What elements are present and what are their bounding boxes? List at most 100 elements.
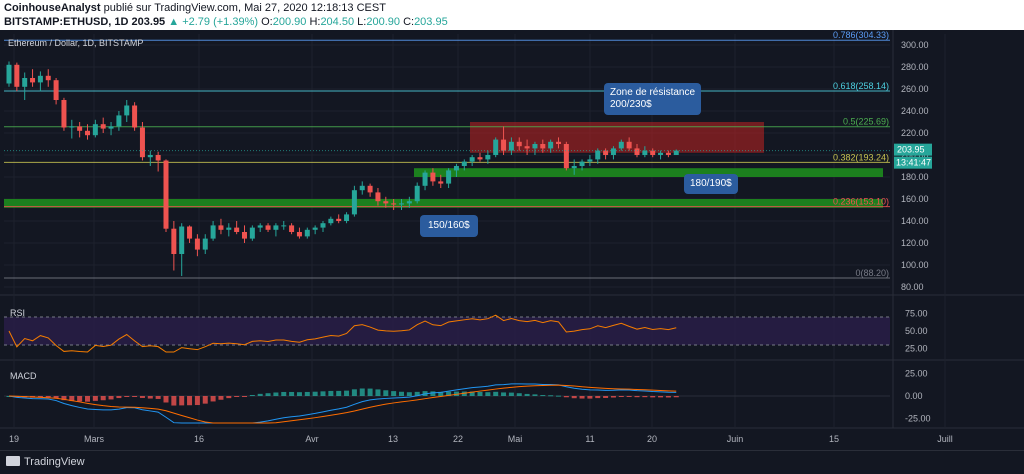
candle-body[interactable] [595,150,601,160]
candle-body[interactable] [618,141,624,149]
candle-body[interactable] [344,214,350,221]
candle-body[interactable] [414,185,420,202]
macd-pane[interactable]: 25.00 0.00 -25.00 [4,369,931,424]
candle-body[interactable] [446,170,452,184]
symbol-name: BITSTAMP:ETHUSD, 1D [4,16,129,28]
candle-body[interactable] [265,225,271,230]
axes-layer[interactable]: 300.00 280.00 260.00 240.00 220.00 20 0.00 180.… [9,40,953,444]
candle-body[interactable] [312,227,318,230]
candle-body[interactable] [375,192,381,202]
candle-body[interactable] [139,127,145,158]
candle-body[interactable] [14,64,20,87]
chart-area[interactable]: 0.786(304.33) 0.618(258.14) 0.5(225.69) 0.3… [0,30,1024,450]
candle-body[interactable] [281,225,287,227]
candle-body[interactable] [328,218,334,224]
candle-body[interactable] [422,172,428,186]
macd-histogram-bar [163,396,169,403]
candle-body[interactable] [234,227,240,232]
candle-body[interactable] [642,150,648,155]
candle-body[interactable] [391,203,397,205]
candle-body[interactable] [132,105,138,128]
candle-body[interactable] [524,146,530,149]
candle-body[interactable] [532,144,538,149]
candle-body[interactable] [147,155,153,158]
rsi-pane[interactable]: 75.00 50.00 25.00 [4,309,928,354]
candle-body[interactable] [194,238,200,250]
candle-body[interactable] [53,80,59,100]
candle-body[interactable] [45,75,51,81]
candle-body[interactable] [336,218,342,221]
candle-body[interactable] [108,126,114,129]
candle-body[interactable] [610,148,616,155]
candle-body[interactable] [242,232,247,239]
candle-body[interactable] [461,161,467,166]
fib-label: 0.5(225.69) [843,117,889,127]
candle-body[interactable] [6,64,12,84]
candle-body[interactable] [626,141,632,149]
candles-layer[interactable] [4,61,890,277]
candle-body[interactable] [665,152,671,155]
author-name[interactable]: CoinhouseAnalyst [4,2,101,14]
candle-body[interactable] [226,227,232,230]
candle-body[interactable] [650,150,656,155]
candle-body[interactable] [30,78,36,83]
candle-body[interactable] [77,126,83,131]
candle-body[interactable] [61,100,67,128]
candle-body[interactable] [351,190,357,215]
tradingview-brand[interactable]: TradingView [6,456,85,468]
candle-body[interactable] [516,141,522,147]
candle-body[interactable] [304,229,310,237]
candle-body[interactable] [210,225,216,239]
candle-body[interactable] [658,152,664,155]
candle-body[interactable] [548,141,554,149]
candle-body[interactable] [92,124,98,136]
candle-body[interactable] [493,139,499,155]
candle-body[interactable] [406,201,412,204]
candle-body[interactable] [289,225,295,232]
macd-histogram-bar [461,391,467,396]
candle-body[interactable] [249,227,255,239]
candle-body[interactable] [501,139,507,151]
candle-body[interactable] [187,226,193,239]
candle-body[interactable] [155,155,161,161]
candle-body[interactable] [367,185,373,193]
candle-body[interactable] [179,226,185,255]
candle-body[interactable] [587,159,593,162]
candle-body[interactable] [571,166,577,169]
candle-body[interactable] [69,126,75,128]
candle-body[interactable] [563,144,569,169]
candle-body[interactable] [477,157,483,160]
candle-body[interactable] [296,232,302,237]
time-tick-label: Juill [937,434,953,444]
candle-body[interactable] [171,228,177,254]
candle-body[interactable] [540,144,546,149]
candle-body[interactable] [485,155,491,160]
candle-body[interactable] [359,185,365,191]
candle-body[interactable] [320,223,326,228]
candle-body[interactable] [273,225,279,230]
candle-body[interactable] [508,141,514,151]
candle-body[interactable] [37,75,43,83]
candle-body[interactable] [469,157,475,162]
macd-histogram-bar [438,391,444,396]
candle-body[interactable] [116,115,122,127]
candle-body[interactable] [673,150,679,155]
candle-body[interactable] [453,166,459,171]
candle-body[interactable] [556,141,561,144]
candle-body[interactable] [399,203,404,205]
candle-body[interactable] [257,225,263,228]
candle-body[interactable] [218,225,224,230]
candle-body[interactable] [430,172,436,182]
candle-body[interactable] [202,238,208,250]
candle-body[interactable] [603,150,609,155]
candle-body[interactable] [579,161,585,166]
macd-histogram-bar [61,396,67,401]
candle-body[interactable] [383,201,389,204]
candle-body[interactable] [22,78,28,87]
candle-body[interactable] [438,181,444,184]
candle-body[interactable] [100,124,106,129]
candle-body[interactable] [634,148,640,155]
candle-body[interactable] [85,130,90,136]
candle-body[interactable] [124,105,130,116]
candle-body[interactable] [163,160,169,229]
